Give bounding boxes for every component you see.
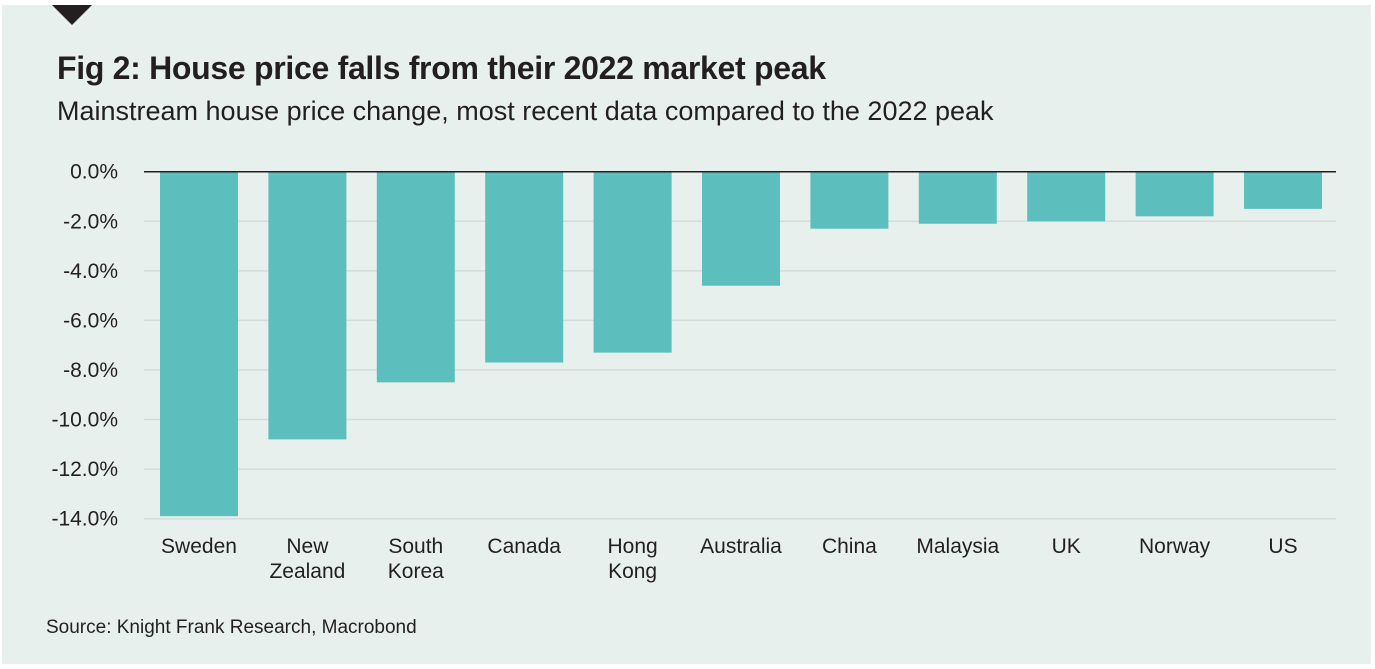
y-axis-tick-labels: 0.0% -2.0% -4.0% -6.0% -8.0% -10.0% -12.0% -14.…	[51, 161, 118, 531]
bar	[918, 171, 997, 224]
y-tick-label: -14.0%	[51, 508, 118, 531]
x-category-label: Norway	[1139, 535, 1211, 558]
bar	[702, 171, 780, 286]
bar	[268, 171, 347, 440]
chart-title: Fig 2: House price falls from their 2022…	[57, 50, 826, 86]
x-category-label: Canada	[487, 535, 561, 558]
bar	[376, 171, 455, 383]
y-tick-label: -4.0%	[63, 260, 118, 283]
x-category-label: New Zealand	[269, 535, 345, 583]
x-category-label: China	[822, 535, 877, 558]
x-category-label: Sweden	[161, 535, 237, 558]
bar	[1244, 171, 1322, 209]
y-tick-label: 0.0%	[70, 161, 118, 184]
bar	[160, 171, 238, 517]
x-category-label: South Korea	[388, 535, 444, 583]
bars	[160, 171, 1322, 517]
x-category-label: Australia	[700, 535, 782, 558]
x-category-label: UK	[1052, 535, 1081, 558]
bar	[485, 171, 564, 363]
y-tick-label: -10.0%	[51, 409, 118, 432]
x-category-label: US	[1268, 535, 1297, 558]
y-tick-label: -12.0%	[51, 458, 118, 481]
y-tick-label: -6.0%	[63, 309, 118, 332]
y-tick-label: -2.0%	[63, 210, 118, 233]
x-category-label: Malaysia	[916, 535, 999, 558]
y-tick-label: -8.0%	[63, 359, 118, 382]
chart-subtitle: Mainstream house price change, most rece…	[57, 96, 994, 126]
bar	[810, 171, 889, 229]
source-note: Source: Knight Frank Research, Macrobond	[46, 617, 417, 638]
triangle-down-icon	[52, 5, 92, 25]
bar	[593, 171, 672, 353]
bar	[1135, 171, 1214, 217]
x-category-label: Hong Kong	[607, 535, 657, 583]
bar	[1027, 171, 1106, 222]
x-axis-category-labels: Sweden New Zealand South Korea Canada Hong Kong…	[161, 535, 1298, 583]
